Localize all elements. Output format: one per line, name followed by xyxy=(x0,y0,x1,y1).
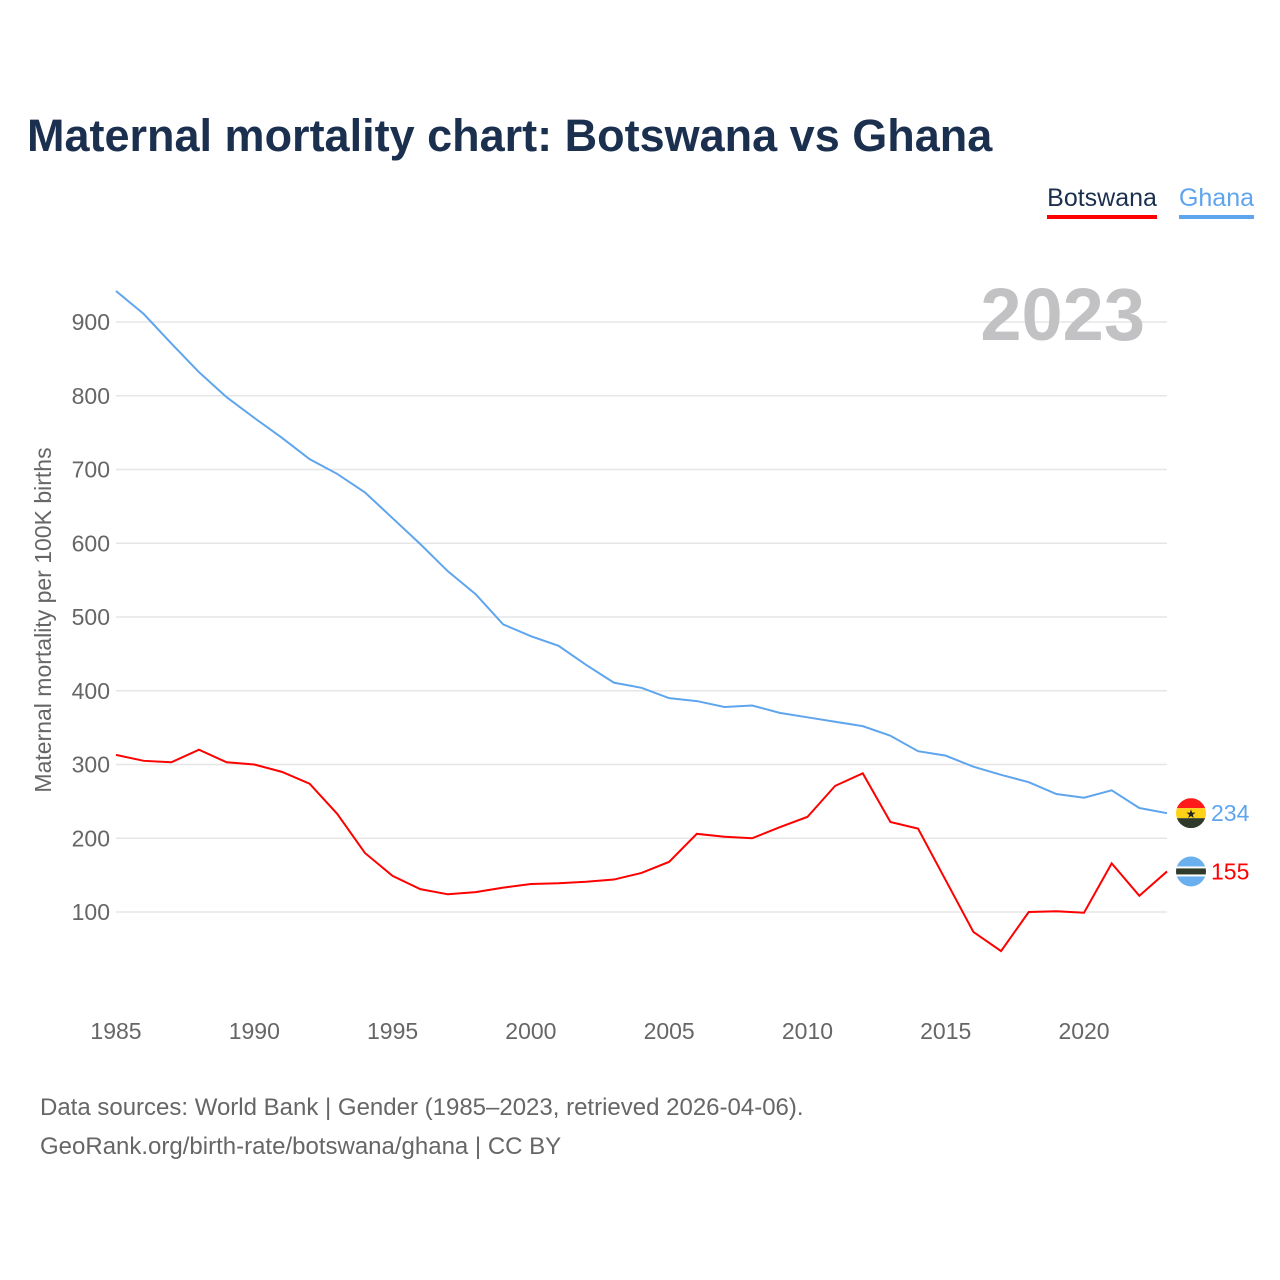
y-axis-label: Maternal mortality per 100K births xyxy=(30,447,56,792)
year-watermark: 2023 xyxy=(980,273,1145,356)
legend: Botswana Ghana xyxy=(1047,184,1254,219)
x-tick-label: 2020 xyxy=(1058,1018,1109,1044)
footer-link[interactable]: GeoRank.org/birth-rate/botswana/ghana | … xyxy=(40,1133,562,1160)
y-tick-label: 500 xyxy=(72,604,110,630)
end-value-botswana: 155 xyxy=(1211,858,1249,884)
series-line-ghana[interactable] xyxy=(115,290,1168,815)
legend-botswana[interactable]: Botswana xyxy=(1047,184,1157,219)
x-tick-label: 2000 xyxy=(505,1018,556,1044)
svg-text:★: ★ xyxy=(1186,807,1197,821)
x-tick-label: 2015 xyxy=(920,1018,971,1044)
y-tick-label: 900 xyxy=(72,309,110,335)
x-tick-label: 2005 xyxy=(644,1018,695,1044)
end-value-ghana: 234 xyxy=(1211,800,1250,826)
flag-ghana-icon: ★ xyxy=(1176,798,1206,829)
y-tick-label: 200 xyxy=(72,825,110,851)
x-tick-label: 2010 xyxy=(782,1018,833,1044)
legend-ghana[interactable]: Ghana xyxy=(1178,184,1254,219)
chart-title: Maternal mortality chart: Botswana vs Gh… xyxy=(27,110,993,161)
x-tick-label: 1990 xyxy=(229,1018,280,1044)
y-tick-label: 300 xyxy=(72,752,110,778)
y-tick-label: 800 xyxy=(72,383,110,409)
y-tick-label: 100 xyxy=(72,899,110,925)
footer-sources: Data sources: World Bank | Gender (1985–… xyxy=(40,1094,804,1121)
footer: Data sources: World Bank | Gender (1985–… xyxy=(40,1088,804,1166)
y-tick-label: 700 xyxy=(72,457,110,483)
x-tick-label: 1985 xyxy=(90,1018,141,1044)
series-line-botswana[interactable] xyxy=(115,748,1168,953)
x-tick-label: 1995 xyxy=(367,1018,418,1044)
flag-botswana-icon xyxy=(1176,856,1206,887)
y-tick-label: 600 xyxy=(72,530,110,556)
y-tick-label: 400 xyxy=(72,678,110,704)
